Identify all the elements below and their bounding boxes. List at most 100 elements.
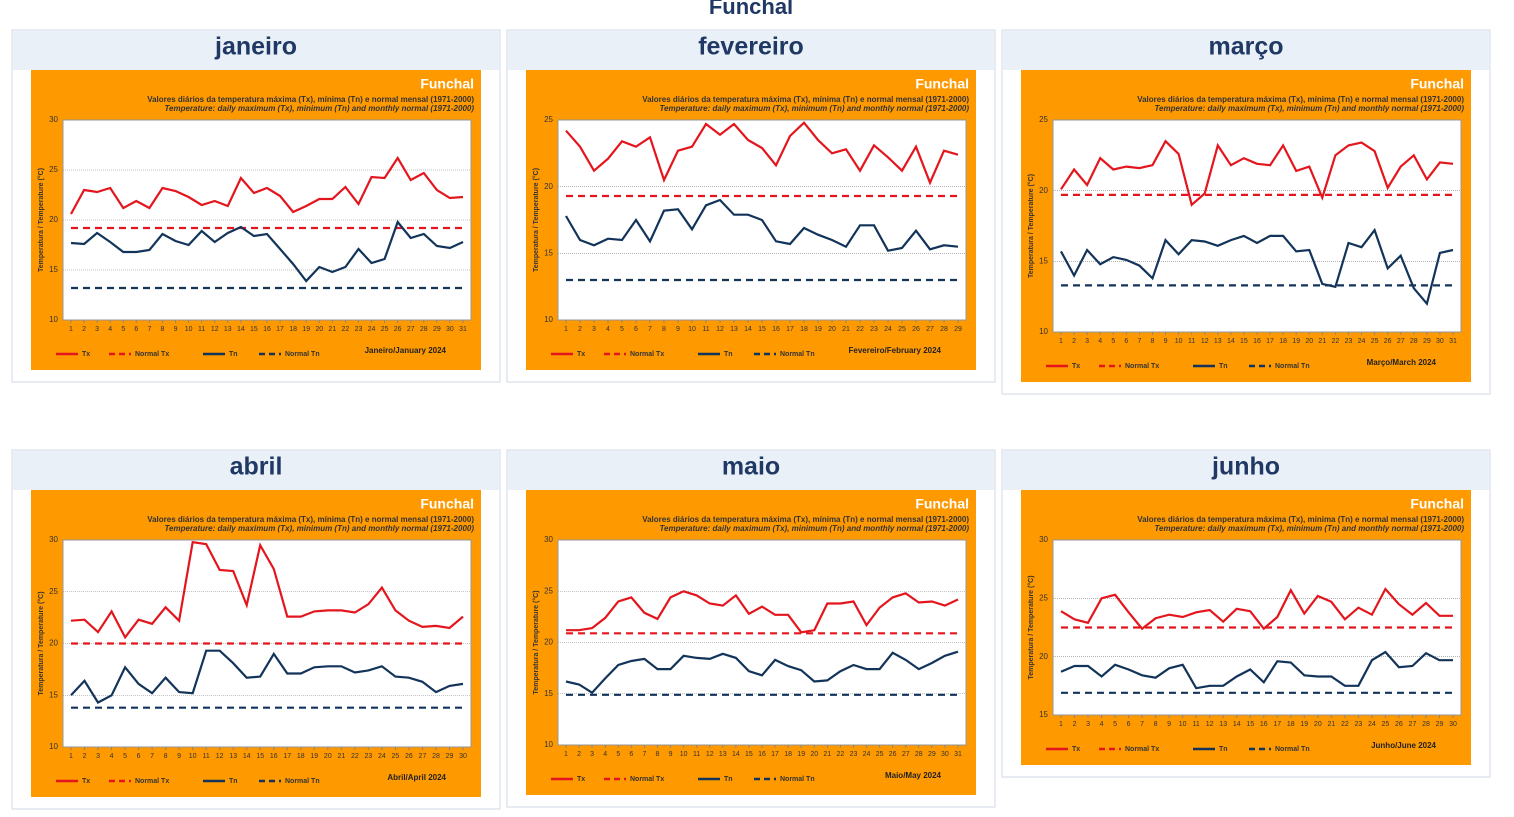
x-tick-label: 23 <box>850 751 858 758</box>
y-axis-label: Temperatura / Temperature (°C) <box>37 168 45 272</box>
x-tick-label: 25 <box>392 753 400 760</box>
x-tick-label: 29 <box>433 326 441 333</box>
x-tick-label: 13 <box>730 326 738 333</box>
x-tick-label: 17 <box>276 326 284 333</box>
y-tick-label: 20 <box>49 639 58 648</box>
x-tick-label: 18 <box>1279 338 1287 345</box>
chart-subtitle: Valores diários da temperatura máxima (T… <box>642 95 969 104</box>
x-tick-label: 11 <box>203 753 210 760</box>
panel-header <box>1003 31 1489 70</box>
x-tick-label: 8 <box>161 326 165 333</box>
chart-subtitle: Temperature: daily maximum (Tx), minimum… <box>164 524 474 533</box>
y-axis-label: Temperatura / Temperature (°C) <box>532 590 540 694</box>
x-tick-label: 30 <box>1436 338 1444 345</box>
x-tick-label: 16 <box>1253 338 1261 345</box>
series-line <box>1060 139 1454 207</box>
x-tick-label: 21 <box>1318 338 1326 345</box>
x-tick-label: 24 <box>884 326 892 333</box>
x-tick-label: 23 <box>1345 338 1353 345</box>
x-tick-label: 5 <box>620 326 624 333</box>
chart-subtitle: Valores diários da temperatura máxima (T… <box>1137 515 1464 524</box>
y-tick-label: 30 <box>1039 535 1048 544</box>
x-tick-label: 22 <box>1341 721 1349 728</box>
x-tick-label: 24 <box>1368 721 1376 728</box>
chart-subtitle: Valores diários da temperatura máxima (T… <box>147 95 474 104</box>
x-tick-label: 31 <box>954 751 962 758</box>
x-tick-label: 7 <box>642 751 646 758</box>
x-tick-label: 30 <box>446 326 454 333</box>
series-line <box>70 540 464 640</box>
x-tick-label: 5 <box>1113 721 1117 728</box>
chart-title: Funchal <box>915 76 969 92</box>
x-tick-label: 2 <box>578 326 582 333</box>
x-tick-label: 11 <box>1188 338 1195 345</box>
x-tick-label: 27 <box>419 753 427 760</box>
x-tick-label: 15 <box>250 326 258 333</box>
x-tick-label: 30 <box>1449 721 1457 728</box>
x-tick-label: 19 <box>302 326 310 333</box>
x-tick-label: 6 <box>137 753 141 760</box>
chart-subtitle: Valores diários da temperatura máxima (T… <box>147 515 474 524</box>
x-tick-label: 1 <box>69 326 73 333</box>
x-tick-label: 1 <box>564 326 568 333</box>
x-tick-label: 22 <box>342 326 350 333</box>
x-tick-label: 18 <box>784 751 792 758</box>
x-tick-label: 12 <box>1201 338 1209 345</box>
legend-label: Normal Tn <box>780 351 815 358</box>
x-tick-label: 2 <box>83 753 87 760</box>
legend-label: Tn <box>1219 746 1228 753</box>
x-tick-label: 7 <box>1140 721 1144 728</box>
x-tick-label: 17 <box>1266 338 1274 345</box>
chart-subtitle: Valores diários da temperatura máxima (T… <box>1137 95 1464 104</box>
x-tick-label: 29 <box>1436 721 1444 728</box>
x-tick-label: 10 <box>189 753 197 760</box>
chart-subtitle: Temperature: daily maximum (Tx), minimum… <box>1154 104 1464 113</box>
chart-title: Funchal <box>420 496 474 512</box>
x-tick-label: 20 <box>810 751 818 758</box>
x-tick-label: 7 <box>648 326 652 333</box>
x-tick-label: 2 <box>1073 721 1077 728</box>
series-line <box>70 155 464 215</box>
x-tick-label: 10 <box>688 326 696 333</box>
x-tick-label: 29 <box>954 326 962 333</box>
series-line <box>566 590 959 634</box>
y-tick-label: 10 <box>544 315 553 324</box>
plot-area <box>1052 119 1462 333</box>
x-tick-label: 28 <box>432 753 440 760</box>
panel-heading: fevereiro <box>698 33 804 61</box>
x-tick-label: 25 <box>381 326 389 333</box>
x-tick-label: 7 <box>147 326 151 333</box>
x-tick-label: 2 <box>82 326 86 333</box>
legend-label: Tn <box>229 778 238 785</box>
y-tick-label: 20 <box>544 182 553 191</box>
x-tick-label: 1 <box>1059 721 1063 728</box>
y-axis-label: Temperatura / Temperature (°C) <box>37 591 45 695</box>
chart-title: Funchal <box>915 496 969 512</box>
legend-label: Normal Tn <box>780 776 815 783</box>
x-tick-label: 10 <box>1175 338 1183 345</box>
legend-label: Normal Tx <box>135 351 169 358</box>
x-tick-label: 17 <box>771 751 779 758</box>
x-tick-label: 26 <box>1384 338 1392 345</box>
x-tick-label: 27 <box>407 326 415 333</box>
x-tick-label: 25 <box>898 326 906 333</box>
x-tick-label: 11 <box>702 326 709 333</box>
x-tick-label: 28 <box>1410 338 1418 345</box>
y-tick-label: 25 <box>1039 593 1048 602</box>
x-tick-label: 21 <box>1327 721 1335 728</box>
legend-label: Normal Tn <box>1275 363 1310 370</box>
panel-heading: maio <box>722 453 780 481</box>
x-tick-label: 16 <box>758 751 766 758</box>
x-tick-label: 8 <box>1151 338 1155 345</box>
x-tick-label: 25 <box>1371 338 1379 345</box>
x-tick-label: 17 <box>786 326 794 333</box>
x-tick-label: 24 <box>368 326 376 333</box>
legend-label: Normal Tx <box>1125 363 1159 370</box>
legend-label: Tx <box>82 778 90 785</box>
x-tick-label: 23 <box>355 326 363 333</box>
panel-header <box>508 31 994 70</box>
x-tick-label: 24 <box>1358 338 1366 345</box>
x-tick-label: 14 <box>243 753 251 760</box>
legend-label: Normal Tn <box>285 351 320 358</box>
